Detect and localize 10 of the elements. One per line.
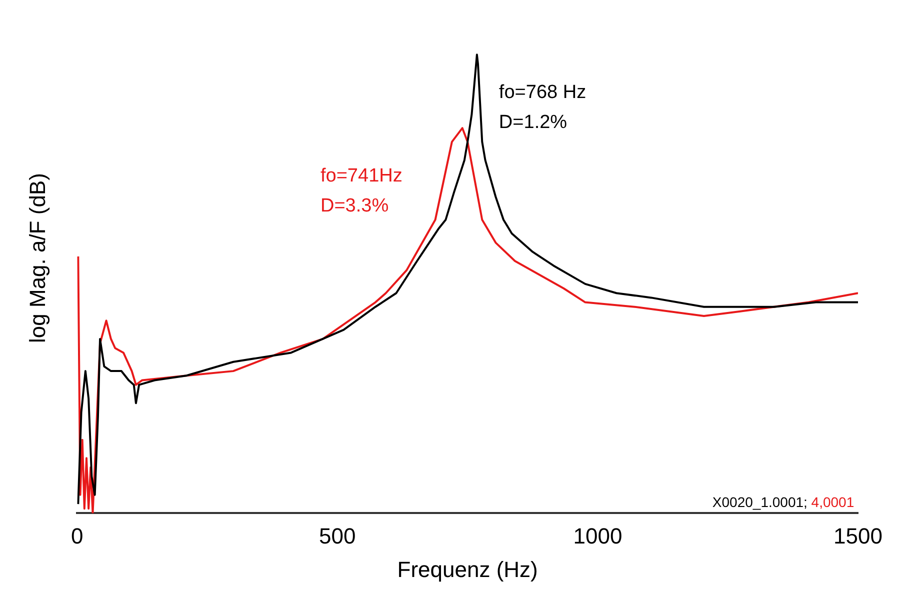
annotation: X0020_1.0001; <box>712 494 808 510</box>
annotation: fo=768 Hz D=1.2% <box>498 82 586 133</box>
x-tick-label: 1000 <box>573 523 622 548</box>
x-tick-label: 0 <box>70 523 84 548</box>
x-tick-label: 1500 <box>834 523 882 548</box>
x-tick-label: 500 <box>319 523 356 548</box>
annotation: 4,0001 <box>811 494 854 510</box>
y-axis-title: log Mag. a/F (dB) <box>25 173 51 343</box>
x-axis-title: Frequenz (Hz) <box>397 556 538 582</box>
annotation: fo=741Hz D=3.3% <box>320 165 402 216</box>
